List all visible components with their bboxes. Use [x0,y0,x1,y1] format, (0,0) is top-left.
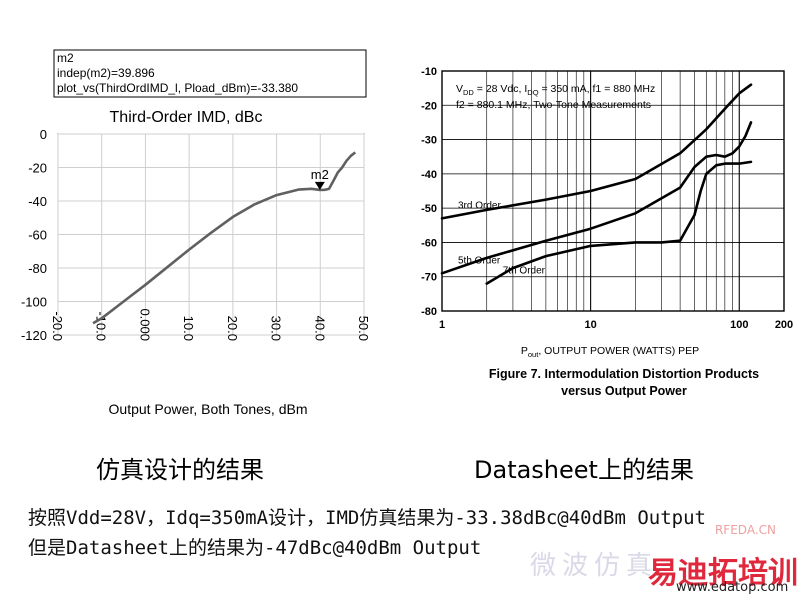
test-conditions-line2: f2 = 880.1 MHz, Two-Tone Measurements [456,99,651,111]
left-y-tick-label: -100 [21,295,47,310]
left-y-tick-label: -120 [21,328,47,343]
site-watermark: RFEDA.CN [714,523,776,537]
right-y-tick-label: -10 [421,66,437,78]
m2-marker-label: m2 [311,167,329,182]
right-y-tick-label: -20 [421,100,437,112]
left-chart-caption: 仿真设计的结果 [96,456,264,484]
comparison-note-line2: 但是Datasheet上的结果为-47dBc@40dBm Output [28,537,482,559]
right-x-tick-label: 1 [439,319,445,331]
left-x-axis-label: Output Power, Both Tones, dBm [109,401,308,417]
left-y-tick-label: -40 [28,194,47,209]
3rd-order-curve [440,83,753,220]
imd-simulation-line [92,151,357,325]
right-y-tick-label: -60 [421,237,437,249]
right-series-group [440,83,753,285]
chinese-watermark: 微波仿真 [530,551,659,581]
brand-url: www.edatop.com [676,580,789,595]
left-y-tick-labels: 0 -20 -40 -60 -80 -100 -120 [21,127,47,343]
left-gridlines [57,133,365,336]
brand-logo-text: 易迪拓培训 [648,556,798,591]
left-chart-title: Third-Order IMD, dBc [110,109,263,126]
left-y-tick-label: -80 [28,261,47,276]
right-x-tick-label: 200 [775,319,793,331]
right-y-tick-label: -80 [421,306,437,318]
3rd-order-label: 3rd Order [458,200,501,211]
7th-order-curve [485,160,753,285]
right-x-axis-label: Pout, OUTPUT POWER (WATTS) PEP [521,345,699,359]
left-x-tick-label: -20.0 [50,311,65,341]
left-x-tick-labels: -20.0 -10.0 0.000 10.0 20.0 30.0 40.0 50.0 [50,308,371,341]
left-series-group [92,151,357,325]
right-y-tick-label: -30 [421,135,437,147]
left-x-tick-label: 50.0 [356,316,371,341]
left-x-tick-label: 20.0 [225,316,240,341]
datasheet-imd-chart: -10 -20 -30 -40 -50 -60 -70 -80 1 10 100 200 3rd O… [421,66,793,398]
figure-caption-line2: versus Output Power [561,384,687,398]
5th-order-curve [440,121,753,275]
m2-marker-triangle [314,181,325,190]
left-x-tick-label: 30.0 [269,316,284,341]
right-y-tick-label: -70 [421,272,437,284]
right-y-tick-label: -40 [421,169,437,181]
marker-readout-box [53,49,367,98]
left-x-tick-label: 40.0 [312,316,327,341]
right-y-tick-labels: -10 -20 -30 -40 -50 -60 -70 -80 [421,66,437,318]
5th-order-label: 5th Order [458,255,501,266]
left-y-tick-label: 0 [40,127,47,142]
right-chart-caption: Datasheet上的结果 [474,456,694,484]
left-x-tick-label: 0.000 [137,308,152,341]
left-y-tick-label: -20 [28,161,47,176]
figure-caption-line1: Figure 7. Intermodulation Distortion Pro… [489,367,759,381]
7th-order-label: 7th Order [503,266,546,277]
marker-readout-value: plot_vs(ThirdOrdIMD_l, Pload_dBm)=-33.38… [57,81,298,95]
left-marker-group[interactable]: m2 [311,167,329,190]
simulated-imd-chart: m2 indep(m2)=39.896 plot_vs(ThirdOrdIMD_… [21,49,371,417]
left-x-tick-label: -10.0 [94,311,109,341]
test-conditions-line1: VDD = 28 Vdc, IDQ = 350 mA, f1 = 880 MHz [456,83,655,97]
right-y-tick-label: -50 [421,203,437,215]
right-x-tick-label: 10 [585,319,597,331]
marker-readout-name: m2 [57,51,74,65]
comparison-note-line1: 按照Vdd=28V，Idq=350mA设计，IMD仿真结果为-33.38dBc@… [28,507,706,529]
left-y-tick-label: -60 [28,228,47,243]
marker-readout-indep: indep(m2)=39.896 [57,66,155,80]
right-x-tick-labels: 1 10 100 200 [439,319,793,331]
right-x-tick-label: 100 [730,319,748,331]
left-x-tick-label: 10.0 [181,316,196,341]
